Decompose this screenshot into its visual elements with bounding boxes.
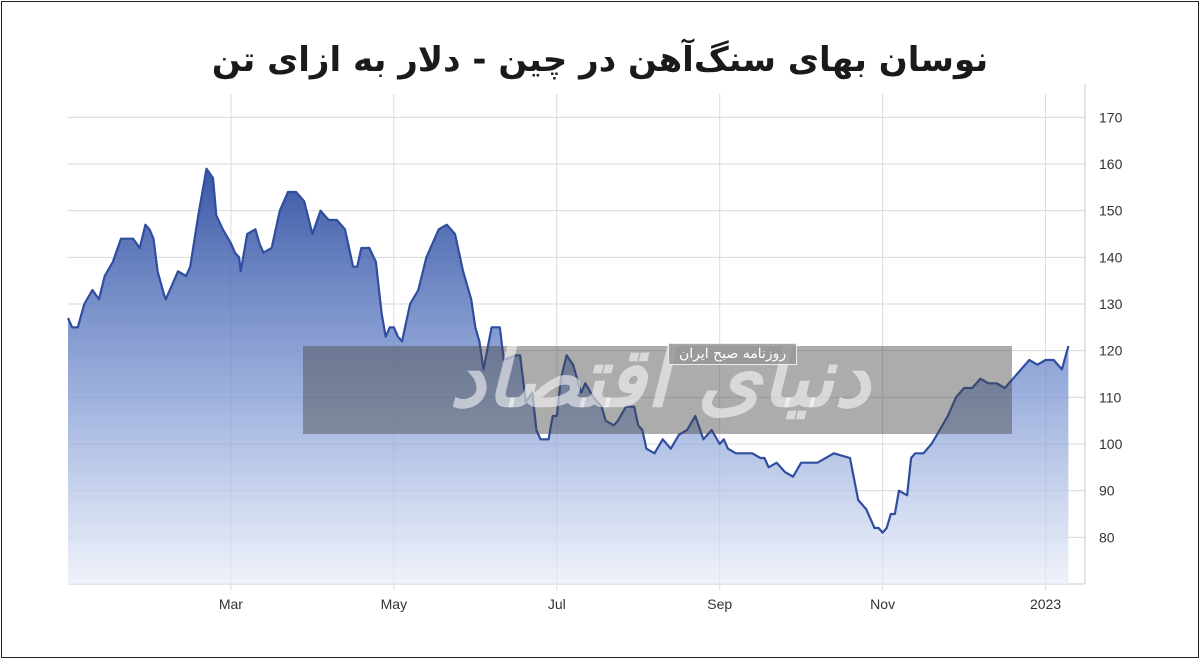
x-tick-label: Sep [707,596,732,612]
y-tick-label: 170 [1099,109,1123,125]
x-tick-label: Mar [219,596,243,612]
series-area [68,168,1069,584]
y-tick-label: 120 [1099,343,1123,359]
x-tick-label: 2023 [1030,596,1061,612]
series-line [66,167,1070,534]
y-tick-label: 140 [1099,249,1123,265]
chart-title: نوسان بهای سنگ‌آهن در چین - دلار به ازای… [211,40,989,80]
y-tick-label: 100 [1099,436,1123,452]
x-tick-label: Nov [870,596,895,612]
watermark-band [303,346,1012,434]
y-tick-label: 130 [1099,296,1123,312]
watermark-badge: روزنامه صبح ایران [668,343,798,365]
x-tick-label: Jul [548,596,566,612]
watermark-logo: دنیای اقتصاد [449,330,871,426]
y-tick-label: 150 [1099,203,1123,219]
y-tick-label: 160 [1099,156,1123,172]
x-tick-label: May [381,596,407,612]
y-tick-label: 80 [1099,529,1115,545]
y-tick-label: 110 [1099,389,1122,405]
y-tick-label: 90 [1099,483,1115,499]
